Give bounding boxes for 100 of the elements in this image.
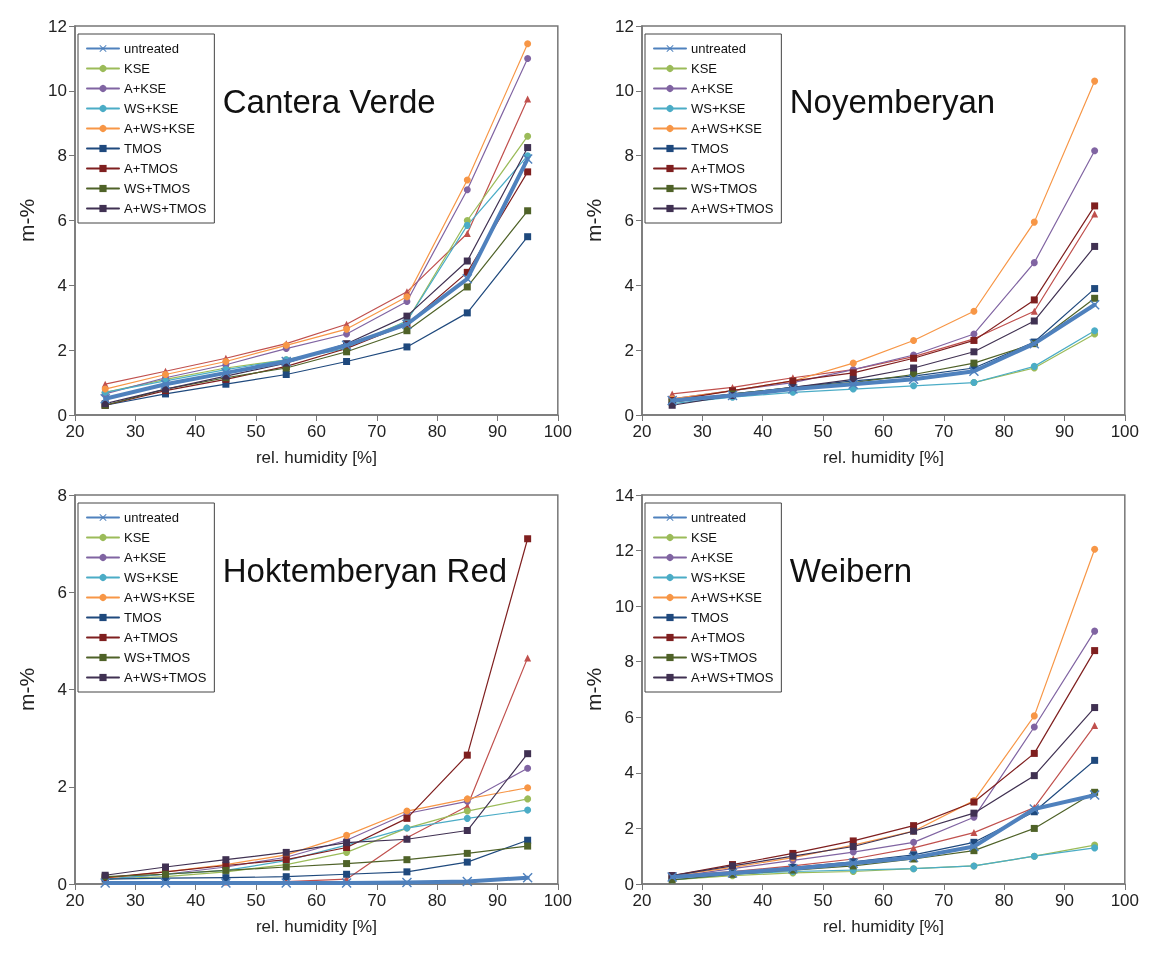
y-tick-label: 0	[624, 405, 634, 425]
y-tick-label: 8	[57, 146, 67, 166]
legend-label: WS+TMOS	[691, 181, 758, 196]
legend-label: A+WS+KSE	[124, 590, 196, 605]
text: Hoktemberyan Red	[222, 552, 508, 589]
y-axis-title: m-%	[582, 667, 605, 712]
x-tick-label: 70	[934, 422, 954, 441]
x-tick-label: 40	[186, 891, 206, 910]
y-tick-label: 8	[624, 652, 634, 672]
legend-label: A+WS+TMOS	[691, 201, 774, 216]
x-axis-title: rel. humidity [%]	[822, 448, 944, 467]
y-tick-label: 2	[624, 818, 634, 838]
x-tick-label: 90	[488, 891, 507, 910]
legend-label: WS+KSE	[124, 101, 179, 116]
y-axis-title: m-%	[15, 667, 38, 712]
y-tick-label: 8	[57, 485, 67, 505]
x-tick-label: 100	[543, 422, 573, 441]
x-tick-label: 20	[65, 891, 85, 910]
legend-label: WS+KSE	[124, 570, 179, 585]
x-tick-label: 20	[65, 422, 85, 441]
x-tick-label: 40	[186, 422, 206, 441]
x-tick-label: 50	[246, 422, 266, 441]
legend-label: untreated	[691, 41, 746, 56]
x-tick-label: 50	[813, 891, 833, 910]
x-tick-label: 90	[1055, 422, 1074, 441]
legend-label: KSE	[124, 530, 151, 545]
y-tick-label: 4	[624, 763, 634, 783]
legend-label: untreated	[691, 510, 746, 525]
legend-label: KSE	[691, 530, 718, 545]
legend-label: untreated	[124, 510, 179, 525]
y-tick-label: 10	[615, 596, 634, 616]
x-tick-label: 90	[1055, 891, 1074, 910]
x-tick-label: 60	[306, 891, 326, 910]
y-tick-label: 6	[624, 211, 634, 230]
y-tick-label: 4	[57, 680, 67, 699]
y-tick-label: 6	[57, 211, 67, 230]
legend-label: A+TMOS	[691, 630, 746, 645]
legend-label: A+KSE	[124, 550, 167, 565]
text: Noyemberyan	[789, 83, 996, 120]
legend-label: A+WS+TMOS	[124, 201, 207, 216]
y-tick-label: 0	[57, 874, 67, 894]
x-tick-label: 60	[873, 422, 893, 441]
y-tick-label: 2	[57, 340, 67, 360]
legend-label: TMOS	[124, 141, 162, 156]
x-tick-label: 80	[427, 422, 447, 441]
x-tick-label: 30	[692, 891, 712, 910]
legend-label: WS+KSE	[691, 101, 746, 116]
x-tick-label: 70	[367, 891, 387, 910]
x-tick-label: 100	[1110, 891, 1140, 910]
legend-label: A+KSE	[691, 81, 734, 96]
x-tick-label: 60	[306, 422, 326, 441]
y-axis-title: m-%	[15, 198, 38, 243]
legend-label: TMOS	[691, 610, 729, 625]
y-tick-label: 10	[48, 81, 67, 101]
x-tick-label: 100	[543, 891, 573, 910]
x-axis-title: rel. humidity [%]	[255, 448, 377, 467]
x-tick-label: 80	[994, 422, 1014, 441]
x-tick-label: 40	[753, 422, 773, 441]
x-axis-title: rel. humidity [%]	[822, 917, 944, 936]
legend-label: WS+TMOS	[124, 181, 191, 196]
legend-label: A+WS+KSE	[691, 121, 763, 136]
legend-label: A+KSE	[691, 550, 734, 565]
legend-label: KSE	[124, 61, 151, 76]
legend-label: untreated	[124, 41, 179, 56]
legend-label: A+WS+KSE	[124, 121, 196, 136]
legend-label: WS+TMOS	[124, 650, 191, 665]
legend-label: KSE	[691, 61, 718, 76]
x-tick-label: 20	[632, 422, 652, 441]
x-tick-label: 50	[813, 422, 833, 441]
y-tick-label: 12	[48, 16, 67, 36]
x-tick-label: 40	[753, 891, 773, 910]
x-tick-label: 30	[692, 422, 712, 441]
y-tick-label: 0	[624, 874, 634, 894]
legend-label: A+TMOS	[124, 161, 179, 176]
y-tick-label: 6	[57, 582, 67, 602]
y-tick-label: 4	[57, 275, 67, 295]
y-tick-label: 8	[624, 146, 634, 166]
legend-label: WS+TMOS	[691, 650, 758, 665]
legend-label: A+TMOS	[691, 161, 746, 176]
x-tick-label: 30	[125, 422, 145, 441]
x-tick-label: 60	[873, 891, 893, 910]
x-tick-label: 70	[367, 422, 387, 441]
legend-label: TMOS	[691, 141, 729, 156]
x-tick-label: 80	[994, 891, 1014, 910]
y-tick-label: 0	[57, 405, 67, 425]
y-tick-label: 6	[624, 707, 634, 727]
x-tick-label: 50	[246, 891, 266, 910]
legend-label: TMOS	[124, 610, 162, 625]
x-axis-title: rel. humidity [%]	[255, 917, 377, 936]
legend-label: A+WS+KSE	[691, 590, 763, 605]
y-tick-label: 4	[624, 275, 634, 295]
legend-label: A+TMOS	[124, 630, 179, 645]
y-tick-label: 12	[615, 16, 634, 36]
y-tick-label: 2	[57, 777, 67, 797]
legend-label: WS+KSE	[691, 570, 746, 585]
y-tick-label: 14	[615, 485, 634, 505]
y-tick-label: 12	[615, 541, 634, 561]
text: Weibern	[789, 552, 913, 589]
y-tick-label: 2	[624, 340, 634, 360]
y-tick-label: 10	[615, 81, 634, 101]
